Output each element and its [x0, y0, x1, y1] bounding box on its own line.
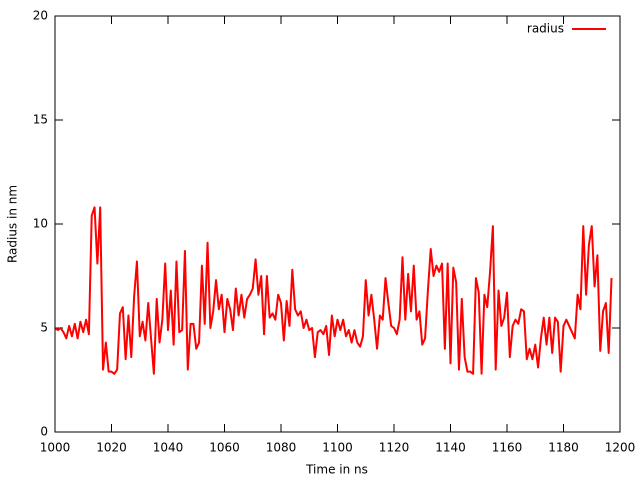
x-tick-label: 1080 [266, 441, 297, 455]
x-tick-label: 1160 [492, 441, 523, 455]
x-tick-label: 1020 [96, 441, 127, 455]
y-tick-label: 15 [33, 113, 48, 127]
x-tick-label: 1140 [435, 441, 466, 455]
y-tick-label: 10 [33, 217, 48, 231]
x-tick-label: 1000 [40, 441, 71, 455]
legend-label: radius [527, 22, 564, 36]
x-tick-label: 1180 [548, 441, 579, 455]
data-line [54, 206, 613, 375]
y-tick-label: 0 [40, 425, 48, 439]
y-axis-label: Radius in nm [6, 185, 20, 263]
x-tick-label: 1120 [379, 441, 410, 455]
y-tick-label: 20 [33, 9, 48, 23]
x-axis-label: Time in ns [305, 463, 368, 477]
plot-frame [54, 15, 621, 433]
x-tick-label: 1040 [153, 441, 184, 455]
x-tick-label: 1060 [209, 441, 240, 455]
x-tick-label: 1200 [605, 441, 636, 455]
x-tick-label: 1100 [322, 441, 353, 455]
y-tick-label: 5 [40, 321, 48, 335]
